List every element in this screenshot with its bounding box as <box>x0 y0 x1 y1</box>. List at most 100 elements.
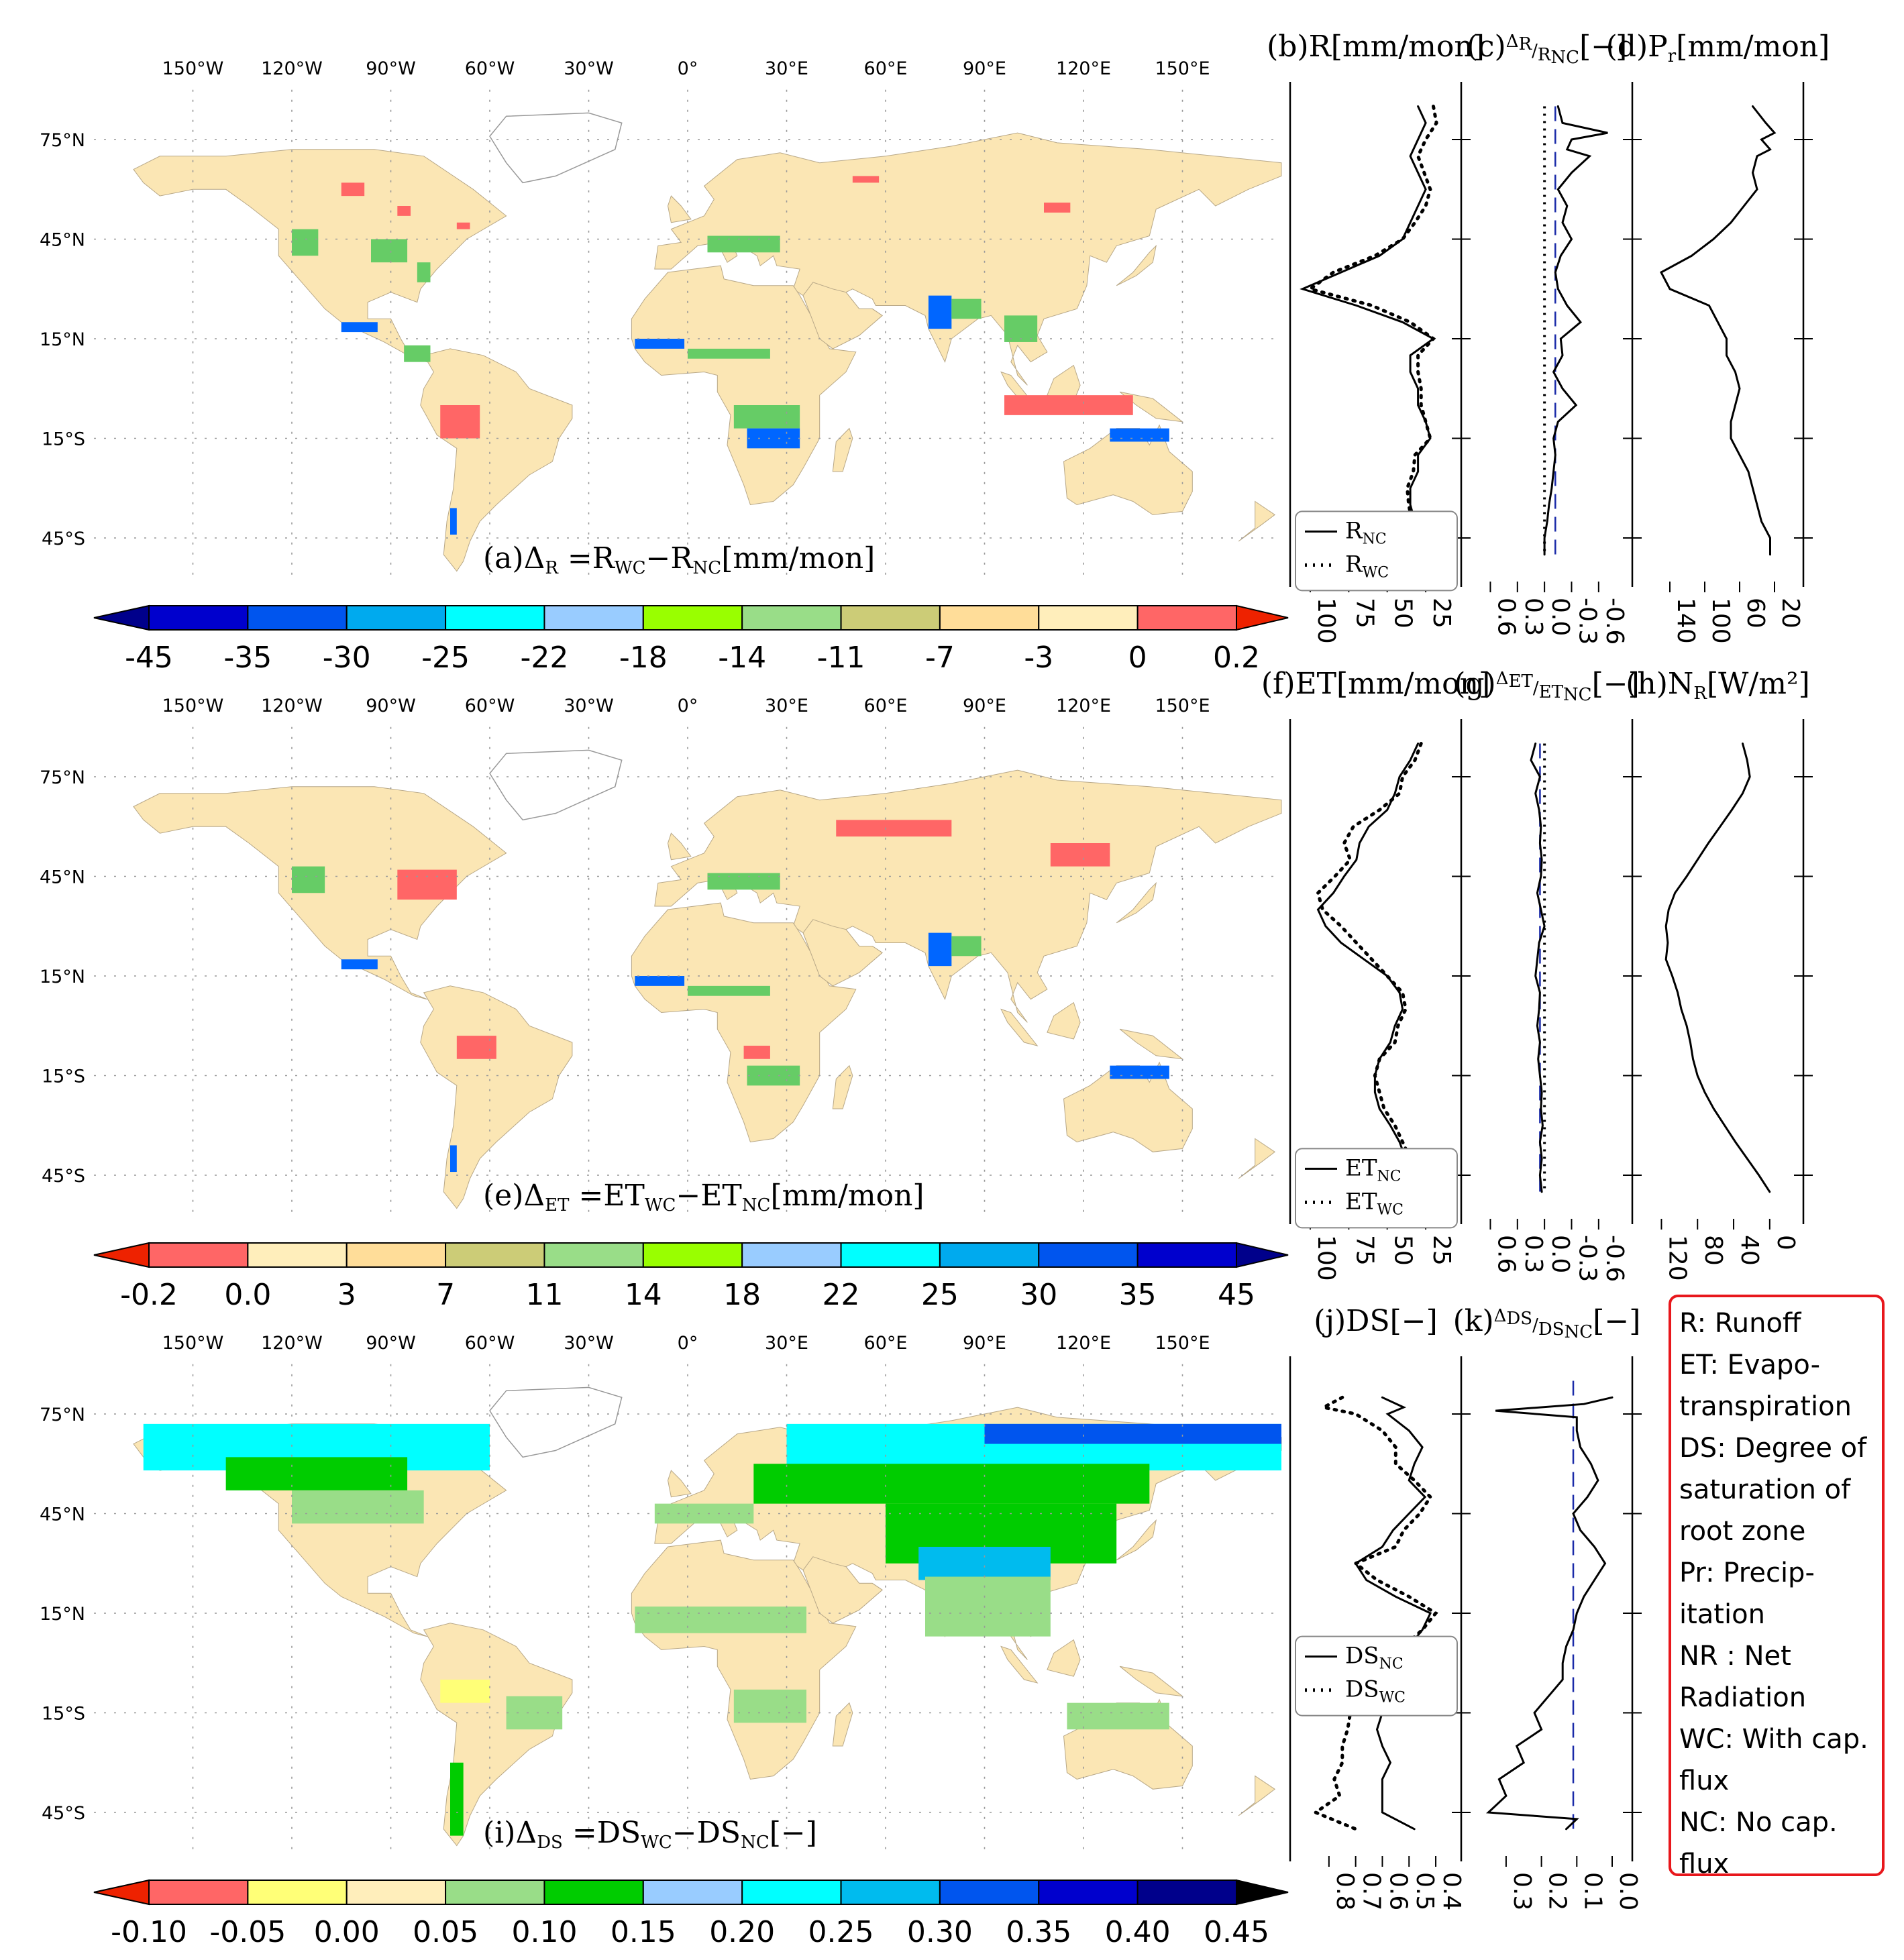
lat-label: 75°N <box>40 767 85 788</box>
glossary-line: saturation of <box>1679 1474 1851 1505</box>
lon-label: 120°W <box>261 58 323 79</box>
land-eurasia <box>654 769 1282 1023</box>
x-tick-label: 100 <box>1312 598 1340 644</box>
x-tick-label: -0.6 <box>1601 598 1628 645</box>
x-tick-label: 0.6 <box>1492 1235 1520 1273</box>
legend-label: RNC <box>1345 517 1387 547</box>
glossary-box: R: Runoff ET: Evapo-transpiration DS: Degr… <box>1669 1295 1885 1880</box>
land-nz <box>1238 1138 1276 1179</box>
colorbar-segment <box>840 1880 941 1905</box>
colorbar-tick-label: -22 <box>521 641 569 675</box>
colorbar-tick-label: 0.25 <box>808 1915 874 1949</box>
x-tick-label: 25 <box>1428 598 1455 629</box>
lon-label: 30°E <box>765 1333 808 1354</box>
x-tick-label: 0.0 <box>1614 1872 1642 1910</box>
map-gridlines <box>94 89 1281 578</box>
series-line-nc <box>1300 105 1436 556</box>
colorbar-e: -0.2 0.0 3 7 11 14 18 22 25 30 35 45 <box>93 1242 1289 1312</box>
map-anomalies <box>292 820 1169 1173</box>
greenland-outline <box>489 112 623 184</box>
lon-label: 90°W <box>366 1333 416 1354</box>
map-anomalies <box>143 1423 1281 1836</box>
colorbar-segment <box>1038 1242 1139 1268</box>
lon-label: 90°E <box>963 696 1006 716</box>
anomaly-cell-1 <box>836 820 952 837</box>
profile-panel-k: 0.3 0.2 0.1 0.0 (k)ΔDS/DSNC[−] <box>1453 1304 1642 1910</box>
anomaly-cell-21 <box>1044 203 1071 213</box>
colorbar-segment <box>642 605 743 631</box>
profile-title: (h)NR[W/m²] <box>1626 667 1810 704</box>
x-tick-label: 0.6 <box>1384 1872 1412 1910</box>
colorbar-tick-label: 0.00 <box>314 1915 380 1949</box>
lat-label: 15°S <box>42 429 85 450</box>
lon-label: 0° <box>678 696 698 716</box>
x-tick-label: 0.3 <box>1508 1872 1536 1910</box>
map-panel-e: 150°W 120°W 90°W 60°W 30°W 0° 30°E 60°E 90°E 120°… <box>40 696 1282 1215</box>
colorbar-segment <box>346 1242 447 1268</box>
lon-label: 120°W <box>261 696 323 716</box>
anomaly-cell-11 <box>951 936 982 957</box>
land-sa <box>420 348 573 572</box>
colorbar-tick-label: -3 <box>1024 641 1053 675</box>
colorbar-segment <box>148 1242 249 1268</box>
profile-title: (c)ΔR/RNC[−] <box>1467 30 1628 68</box>
lon-label: 60°E <box>864 1333 908 1354</box>
colorbar-tick-label: 0.20 <box>709 1915 775 1949</box>
lon-label: 90°E <box>963 58 1006 79</box>
colorbar-segment <box>1136 1242 1237 1268</box>
colorbar-segment <box>445 605 545 631</box>
colorbar-extend-left <box>93 1242 150 1268</box>
colorbar-tick-label: 35 <box>1119 1278 1157 1312</box>
land-ng <box>1119 1666 1184 1697</box>
lat-label: 45°N <box>40 1505 85 1525</box>
anomaly-cell-11 <box>733 405 800 429</box>
lon-label: 60°E <box>864 58 908 79</box>
lat-label: 45°N <box>40 867 85 888</box>
colorbar-tick-label: 0.45 <box>1204 1915 1269 1949</box>
colorbar-segment <box>346 1880 447 1905</box>
land-ng <box>1119 1028 1184 1060</box>
x-tick-label: 20 <box>1777 598 1804 629</box>
map-title: (i)ΔDS =DSWC−DSNC[−] <box>483 1816 817 1853</box>
lon-label: 90°W <box>366 58 416 79</box>
series-line-wc <box>1306 105 1438 557</box>
colorbar-tick-label: 0.0 <box>224 1278 271 1312</box>
lon-label: 120°E <box>1056 696 1111 716</box>
lat-label: 45°N <box>40 230 85 251</box>
colorbar-tick-label: 30 <box>1020 1278 1057 1312</box>
x-tick-label: -0.3 <box>1573 1235 1601 1282</box>
anomaly-cell-9 <box>635 1607 806 1633</box>
map-land <box>133 112 1282 572</box>
profile-panel-g: 0.6 0.3 0.0 -0.3 -0.6 (g)ΔET/ETNC[−] <box>1454 667 1642 1282</box>
land-uk <box>667 195 692 223</box>
profile-title: (d)Pr[mm/mon] <box>1606 30 1830 66</box>
land-arabia_fill <box>802 1556 883 1624</box>
land-japan <box>1116 1519 1157 1561</box>
colorbar-tick-label: -25 <box>421 641 470 675</box>
colorbar-tick-label: -18 <box>619 641 668 675</box>
x-tick-label: 0.0 <box>1546 1235 1574 1273</box>
lat-label: 15°S <box>42 1704 85 1725</box>
x-tick-label: 100 <box>1707 598 1734 644</box>
legend-label: DSNC <box>1345 1643 1404 1673</box>
colorbar-tick-label: 0.05 <box>413 1915 478 1949</box>
lat-label: 75°N <box>40 130 85 151</box>
land-sumatra <box>1000 1008 1039 1046</box>
lon-label: 30°W <box>564 58 614 79</box>
anomaly-cell-14 <box>1067 1702 1169 1730</box>
anomaly-cell-4 <box>292 229 319 256</box>
colorbar-i: -0.10 -0.05 0.00 0.05 0.10 0.15 0.20 0.25 0.30 0.… <box>93 1879 1289 1949</box>
land-ng <box>1119 391 1184 423</box>
anomaly-cell-11 <box>440 1680 490 1703</box>
colorbar-segment <box>642 1880 743 1905</box>
anomaly-cell-14 <box>450 1145 457 1173</box>
colorbar-segment <box>543 1242 644 1268</box>
anomaly-cell-5 <box>753 1464 1150 1504</box>
lon-label: 90°W <box>366 696 416 716</box>
colorbar-tick-label: 0.15 <box>611 1915 676 1949</box>
anomaly-cell-1 <box>341 182 365 197</box>
colorbar-segment <box>840 1242 941 1268</box>
x-tick-label: 60 <box>1742 598 1769 629</box>
anomaly-cell-2 <box>1050 843 1110 867</box>
